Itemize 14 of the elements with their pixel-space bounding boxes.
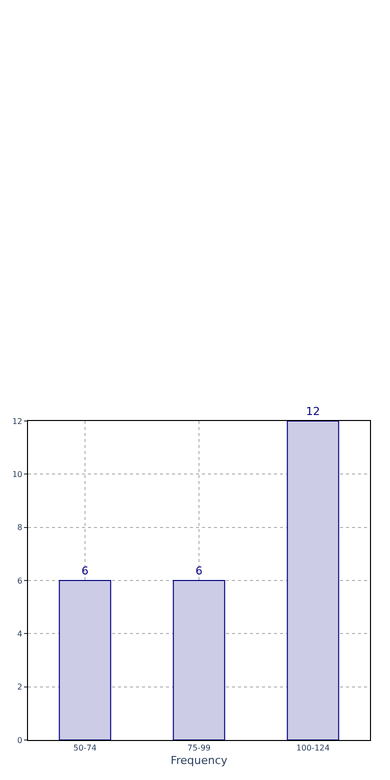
x-axis-title: Frequency: [170, 754, 228, 767]
data-label: 6: [196, 564, 202, 578]
x-tick-label: 75-99: [187, 744, 211, 753]
y-tick-label: 4: [17, 629, 22, 638]
x-tick-label: 100-124: [296, 744, 330, 753]
y-tick-label: 0: [17, 736, 22, 745]
y-tick-label: 8: [17, 523, 22, 532]
y-tick-label: 2: [17, 682, 22, 692]
y-tick-label: 6: [17, 576, 22, 586]
x-tick-label: 50-74: [73, 744, 97, 753]
y-tick-label: 10: [12, 470, 22, 479]
data-label: 6: [82, 564, 88, 578]
data-label: 12: [306, 405, 320, 418]
y-tick-label: 12: [12, 416, 22, 426]
